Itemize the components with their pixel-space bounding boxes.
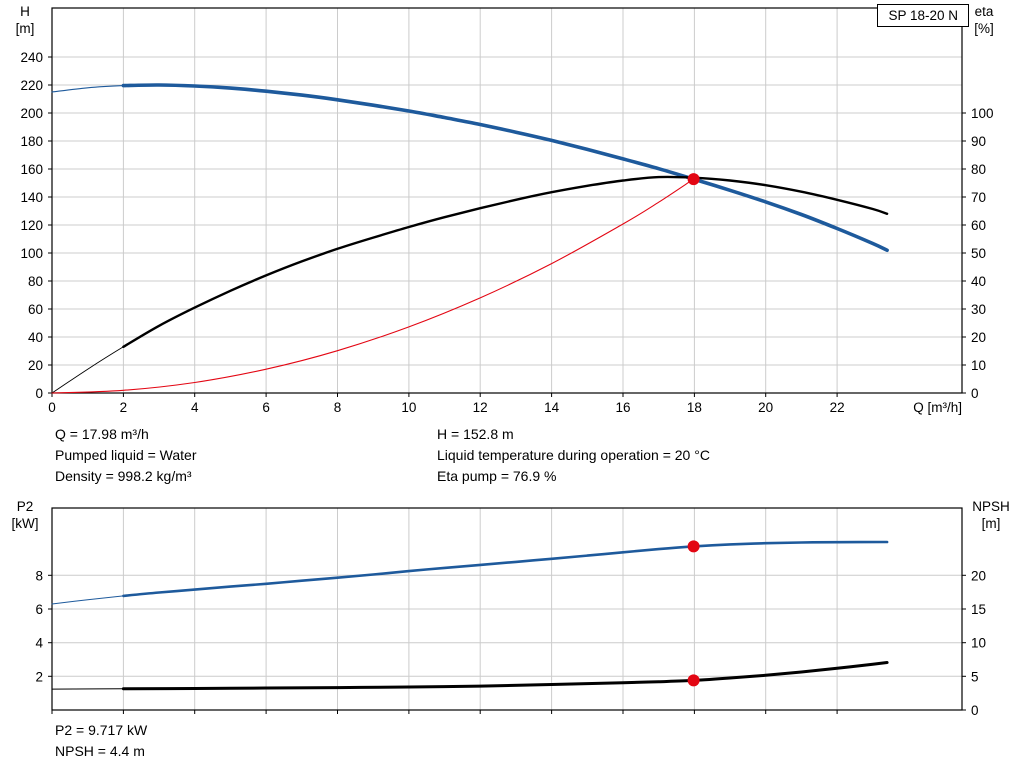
npsh-axis-label: NPSH [m] [966,498,1016,532]
x-tick-label: 20 [758,400,773,415]
eta-axis-unit: [%] [974,21,994,36]
p2-axis-label: P2 [kW] [2,498,48,532]
info-eta-pump: Eta pump = 76.9 % [437,468,557,484]
info-head: H = 152.8 m [437,426,514,442]
npsh-curve-main [121,661,889,691]
y-left-tick-label: 8 [35,568,43,583]
y-right-tick-label: 90 [971,134,986,149]
y-left-tick-label: 160 [20,162,43,177]
eta-axis-symbol: eta [974,4,994,19]
y-left-tick-label: 20 [28,358,43,373]
y-left-tick-label: 4 [35,636,43,651]
x-tick-label: 12 [473,400,488,415]
plot-frame [51,7,963,394]
y-right-tick-label: 40 [971,274,986,289]
y-right-tick-label: 20 [971,568,986,583]
duty-point-head [687,173,700,186]
info-flow: Q = 17.98 m³/h [55,426,149,442]
head-axis-symbol: H [20,4,30,19]
y-right-tick-label: 0 [971,703,979,718]
npsh-axis-unit: [m] [981,516,1001,531]
x-tick-label: 0 [48,400,56,415]
y-left-tick-label: 240 [20,50,43,65]
duty-info-left: Q = 17.98 m³/h Pumped liquid = Water Den… [55,424,197,487]
x-tick-label: 18 [687,400,702,415]
y-left-tick-label: 140 [20,190,43,205]
eta-curve-main [122,175,889,348]
y-left-tick-label: 100 [20,246,43,261]
duty-point-npsh [687,674,700,687]
y-left-tick-label: 180 [20,134,43,149]
duty-point-p2 [687,540,700,553]
flow-axis-label: Q [m³/h] [913,400,962,415]
pump-model-label: SP 18-20 N [888,8,958,23]
y-right-tick-label: 0 [971,386,979,401]
info-npsh: NPSH = 4.4 m [55,743,145,759]
y-right-tick-label: 60 [971,218,986,233]
p2-axis-unit: [kW] [11,516,39,531]
x-tick-label: 4 [191,400,199,415]
y-right-tick-label: 10 [971,358,986,373]
eta-curve [51,176,888,394]
y-right-tick-label: 30 [971,302,986,317]
x-tick-label: 14 [544,400,560,415]
y-left-tick-label: 60 [28,302,43,317]
info-liquid-temperature: Liquid temperature during operation = 20… [437,447,710,463]
y-right-tick-label: 5 [971,669,979,684]
head-axis-label: H [m] [2,3,48,37]
x-tick-label: 16 [615,400,630,415]
y-right-tick-label: 20 [971,330,986,345]
y-left-tick-label: 80 [28,274,43,289]
x-tick-label: 6 [262,400,270,415]
y-right-tick-label: 15 [971,602,986,617]
y-right-tick-label: 80 [971,162,986,177]
info-density: Density = 998.2 kg/m³ [55,468,192,484]
y-right-tick-label: 50 [971,246,986,261]
p2-curve [51,541,888,605]
pump-model-box: SP 18-20 N [877,4,969,27]
x-tick-label: 22 [830,400,845,415]
duty-info-right: H = 152.8 m Liquid temperature during op… [437,424,710,487]
eta-axis-label: eta [%] [962,3,1006,37]
y-right-tick-label: 100 [971,106,994,121]
x-tick-label: 10 [401,400,416,415]
y-left-tick-label: 200 [20,106,43,121]
y-right-tick-label: 10 [971,636,986,651]
x-tick-label: 2 [120,400,128,415]
y-left-tick-label: 2 [35,669,43,684]
info-p2: P2 = 9.717 kW [55,722,148,738]
head-curve-main [121,83,889,252]
x-tick-label: 8 [334,400,342,415]
p2-curve-main [122,540,889,598]
y-left-tick-label: 6 [35,602,43,617]
power-npsh-info: P2 = 9.717 kW NPSH = 4.4 m [55,720,147,762]
y-right-tick-label: 70 [971,190,986,205]
duty-curve [51,178,695,394]
info-pumped-liquid: Pumped liquid = Water [55,447,197,463]
y-left-tick-label: 0 [35,386,43,401]
y-left-tick-label: 120 [20,218,43,233]
head-axis-unit: [m] [15,21,35,36]
npsh-axis-symbol: NPSH [972,499,1010,514]
y-left-tick-label: 40 [28,330,43,345]
y-left-tick-label: 220 [20,78,43,93]
p2-axis-symbol: P2 [16,499,34,514]
